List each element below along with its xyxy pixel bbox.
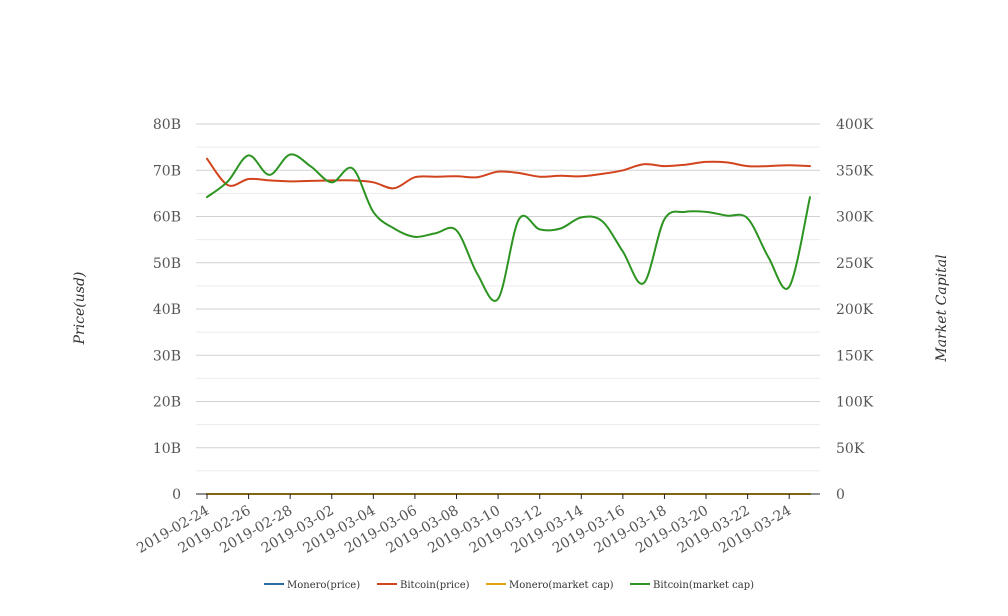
right-axis-tick-label: 50K [836, 441, 865, 457]
right-axis-title: Market Capital [934, 254, 950, 362]
legend-label-monero-market-cap: Monero(market cap) [509, 580, 614, 591]
series-line-bitcoin-market-cap [206, 153, 811, 302]
left-axis-tick-label: 60B [153, 210, 181, 226]
series-lines [206, 153, 811, 495]
right-axis-tick-label: 0 [836, 487, 845, 503]
legend: Monero(price) Bitcoin(price) Monero(market… [264, 580, 754, 591]
legend-label-bitcoin-market-cap: Bitcoin(market cap) [653, 580, 754, 591]
right-axis-tick-label: 400K [836, 117, 874, 133]
right-axis-tick-label: 300K [836, 210, 874, 226]
legend-label-monero-price: Monero(price) [287, 580, 360, 591]
grid-lines [196, 123, 820, 472]
axes: 0 10B 20B 30B 40B 50B 60B 70B 80B 0 50K 100K 150K 200… [134, 117, 874, 557]
left-axis-tick-label: 80B [153, 117, 181, 133]
left-axis-tick-label: 0 [172, 487, 181, 503]
right-axis-tick-label: 100K [836, 395, 874, 411]
right-axis-tick-label: 150K [836, 348, 874, 364]
right-axis-tick-label: 250K [836, 256, 874, 272]
left-axis-title: Price(usd) [72, 272, 88, 346]
legend-label-bitcoin-price: Bitcoin(price) [400, 580, 470, 591]
left-axis-tick-label: 30B [153, 348, 181, 364]
left-axis-tick-label: 70B [153, 163, 181, 179]
series-line-bitcoin-price [206, 157, 811, 190]
left-axis-tick-label: 10B [153, 441, 181, 457]
left-axis-tick-label: 50B [153, 256, 181, 272]
right-axis-tick-label: 350K [836, 163, 874, 179]
right-axis-tick-label: 200K [836, 302, 874, 318]
left-axis-tick-label: 20B [153, 395, 181, 411]
left-axis-tick-label: 40B [153, 302, 181, 318]
